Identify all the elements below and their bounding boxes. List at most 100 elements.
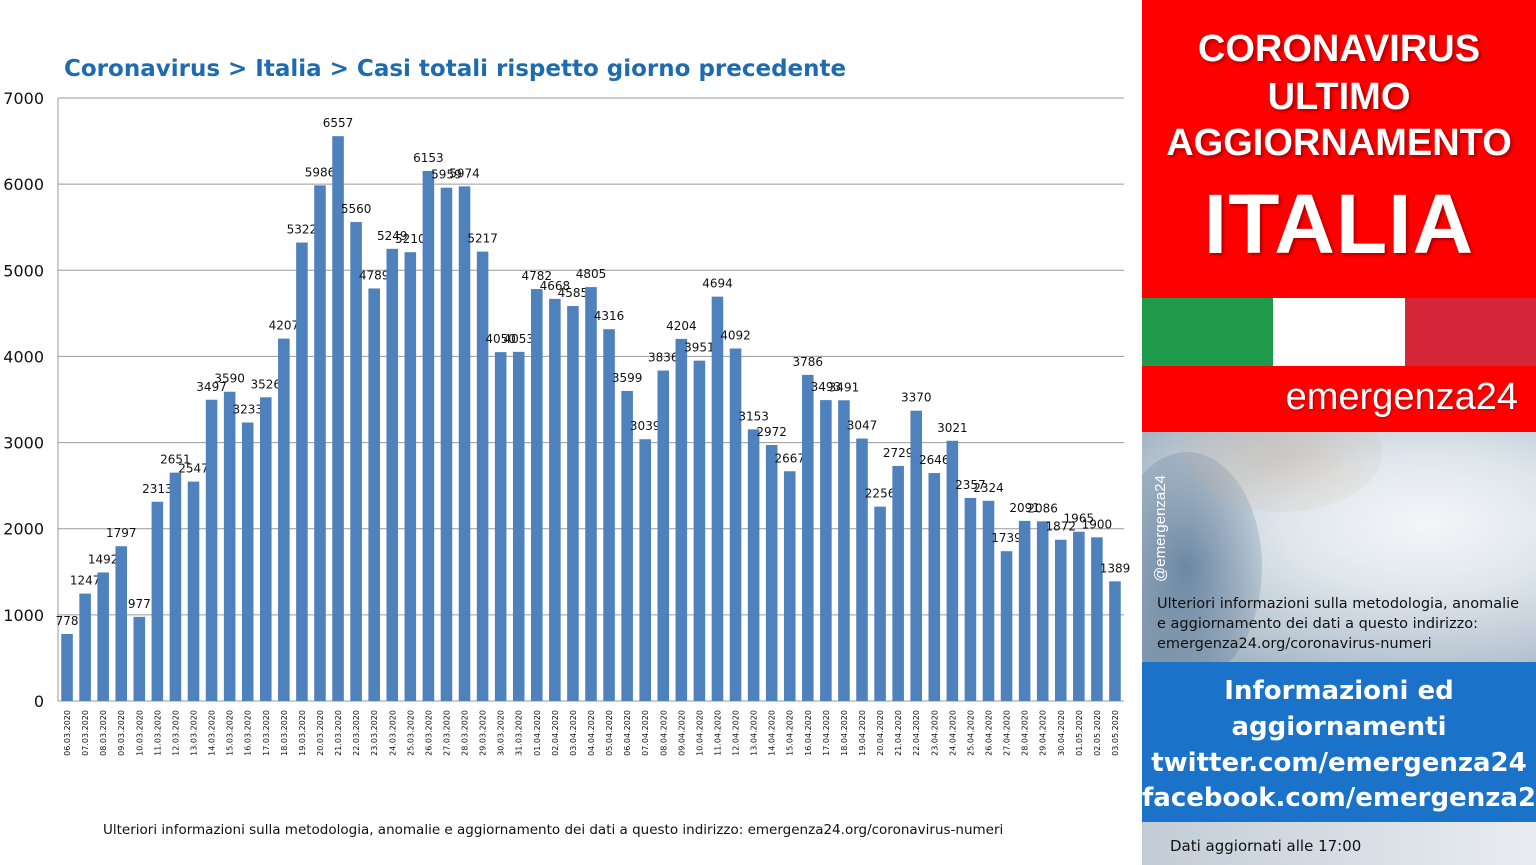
bar xyxy=(386,248,399,702)
data-label: 3590 xyxy=(214,372,245,386)
x-tick-label: 18.03.2020 xyxy=(280,710,289,756)
data-label: 2256 xyxy=(865,487,896,501)
bar xyxy=(820,400,832,701)
y-tick-label: 5000 xyxy=(3,261,44,280)
data-label: 3233 xyxy=(232,403,263,417)
banner-line-1: CORONAVIRUS xyxy=(1197,28,1481,70)
x-tick-label: 30.03.2020 xyxy=(497,710,506,756)
bar xyxy=(368,288,380,701)
x-tick-label: 17.04.2020 xyxy=(822,710,831,756)
bar xyxy=(910,410,923,701)
bar xyxy=(549,298,561,701)
data-label: 2646 xyxy=(919,453,950,467)
x-tick-label: 09.03.2020 xyxy=(117,710,126,756)
data-label: 2729 xyxy=(883,446,914,460)
x-tick-label: 06.03.2020 xyxy=(63,710,72,756)
y-tick-label: 0 xyxy=(34,692,44,711)
bar xyxy=(946,440,959,701)
facebook-link[interactable]: facebook.com/emergenza24 xyxy=(1142,783,1536,813)
data-label: 3021 xyxy=(937,421,968,435)
x-tick-label: 07.04.2020 xyxy=(641,710,650,756)
bar xyxy=(332,136,344,702)
bar xyxy=(205,399,218,701)
italian-flag xyxy=(1142,298,1536,366)
bar xyxy=(747,429,760,701)
brand-bar: emergenza24 xyxy=(1142,366,1536,432)
bar xyxy=(1054,539,1067,701)
x-tick-label: 15.03.2020 xyxy=(226,710,235,756)
data-label: 4782 xyxy=(522,269,553,283)
data-label: 2091 xyxy=(1009,501,1040,515)
bar xyxy=(964,497,977,701)
bar xyxy=(928,473,941,701)
x-tick-label: 16.03.2020 xyxy=(244,710,253,756)
banner-country: ITALIA xyxy=(1203,177,1475,271)
bar xyxy=(259,397,272,701)
x-tick-label: 02.05.2020 xyxy=(1093,710,1102,756)
y-tick-label: 7000 xyxy=(3,89,44,108)
x-tick-label: 21.03.2020 xyxy=(334,710,343,756)
data-label: 4050 xyxy=(485,332,516,346)
data-label: 4694 xyxy=(702,277,733,291)
chart-title: Coronavirus > Italia > Casi totali rispe… xyxy=(64,56,847,82)
sidebar: CORONAVIRUS ULTIMO AGGIORNAMENTO ITALIA … xyxy=(1142,0,1536,865)
bar xyxy=(115,546,128,701)
bar xyxy=(765,444,778,701)
flag-stripe-green xyxy=(1142,298,1274,366)
data-label: 3786 xyxy=(793,355,824,369)
x-tick-label: 04.04.2020 xyxy=(587,710,596,756)
social-handle: @emergenza24 xyxy=(1152,475,1169,582)
x-tick-label: 17.03.2020 xyxy=(262,710,271,756)
data-label: 3491 xyxy=(829,380,860,394)
data-label: 5217 xyxy=(467,232,498,246)
data-label: 1797 xyxy=(106,526,137,540)
x-tick-label: 16.04.2020 xyxy=(804,710,813,756)
data-label: 4204 xyxy=(666,319,697,333)
bar xyxy=(531,289,543,701)
bar xyxy=(892,465,904,701)
x-tick-label: 01.05.2020 xyxy=(1075,710,1084,756)
x-tick-label: 22.03.2020 xyxy=(352,710,361,756)
data-label: 2667 xyxy=(774,451,805,465)
x-tick-label: 26.04.2020 xyxy=(984,710,993,756)
bar xyxy=(97,572,109,701)
bar xyxy=(1073,531,1085,701)
data-label: 4092 xyxy=(720,329,751,343)
x-tick-label: 03.05.2020 xyxy=(1111,710,1120,756)
data-label: 1389 xyxy=(1100,561,1131,575)
bar xyxy=(494,352,507,701)
data-label: 4805 xyxy=(576,267,607,281)
bar xyxy=(241,422,254,701)
bar xyxy=(657,370,670,701)
methodology-note: Ulteriori informazioni sulla metodologia… xyxy=(103,822,1004,838)
banner-line-3: AGGIORNAMENTO xyxy=(1166,122,1512,164)
x-tick-label: 28.03.2020 xyxy=(461,710,470,756)
info-text: Ulteriori informazioni sulla metodologia… xyxy=(1157,596,1520,652)
data-label: 1739 xyxy=(991,531,1022,545)
data-label: 2324 xyxy=(973,481,1004,495)
x-tick-label: 14.04.2020 xyxy=(768,710,777,756)
data-label: 3836 xyxy=(648,351,679,365)
x-tick-label: 12.04.2020 xyxy=(732,710,741,756)
bar xyxy=(187,481,200,701)
x-tick-label: 30.04.2020 xyxy=(1057,710,1066,756)
x-tick-label: 09.04.2020 xyxy=(677,710,686,756)
data-label: 3047 xyxy=(847,419,878,433)
flag-stripe-red xyxy=(1404,298,1536,366)
x-tick-label: 10.03.2020 xyxy=(135,710,144,756)
bar xyxy=(982,500,995,701)
x-tick-label: 03.04.2020 xyxy=(569,710,578,756)
data-label: 5322 xyxy=(287,223,318,237)
x-tick-label: 13.03.2020 xyxy=(190,710,199,756)
x-tick-label: 13.04.2020 xyxy=(750,710,759,756)
x-tick-label: 25.04.2020 xyxy=(966,710,975,756)
data-label: 2651 xyxy=(160,453,191,467)
x-tick-label: 08.04.2020 xyxy=(659,710,668,756)
data-label: 3497 xyxy=(196,380,227,394)
bar xyxy=(314,185,326,701)
bar xyxy=(621,390,633,701)
data-label: 6153 xyxy=(413,151,444,165)
update-time: Dati aggiornati alle 17:00 xyxy=(1170,837,1362,855)
x-tick-label: 06.04.2020 xyxy=(623,710,632,756)
twitter-link[interactable]: twitter.com/emergenza24 xyxy=(1151,748,1527,778)
